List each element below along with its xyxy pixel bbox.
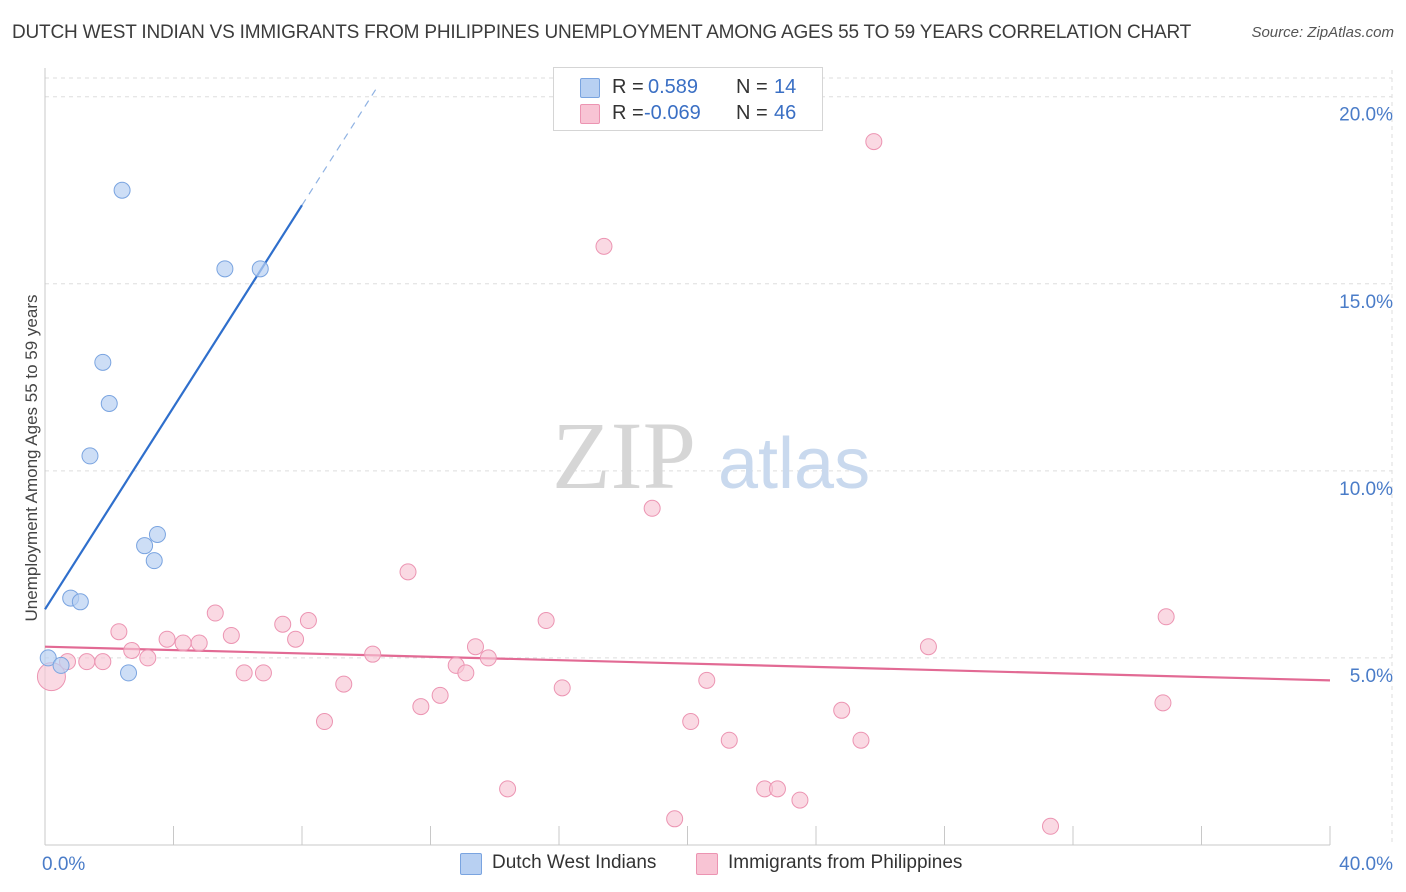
legend-n-label: N = (736, 76, 768, 98)
point-dutch-west-indians (52, 656, 70, 674)
point-philippines (720, 731, 738, 749)
legend-swatch-pink (580, 104, 600, 124)
point-philippines (431, 686, 449, 704)
point-philippines (643, 499, 661, 517)
watermark: ZIP atlas (552, 402, 870, 509)
chart-title: DUTCH WEST INDIAN VS IMMIGRANTS FROM PHI… (12, 22, 1192, 43)
point-dutch-west-indians (136, 537, 154, 555)
point-philippines (110, 623, 128, 641)
point-dutch-west-indians (145, 552, 163, 570)
x-tick-label: 40.0% (1339, 854, 1393, 875)
trend-line-philippines (44, 645, 1331, 682)
point-philippines (206, 604, 224, 622)
point-philippines (666, 810, 684, 828)
y-tick-label: 5.0% (1350, 666, 1393, 687)
point-philippines (682, 713, 700, 731)
x-tick-labels: 0.0% 40.0% (42, 854, 1393, 875)
point-philippines (123, 641, 141, 659)
point-philippines (1157, 608, 1175, 626)
point-philippines (158, 630, 176, 648)
series-legend-label: Dutch West Indians (492, 852, 657, 873)
legend-n-value: 14 (774, 76, 797, 98)
y-tick-label: 20.0% (1339, 105, 1393, 126)
point-dutch-west-indians (113, 181, 131, 199)
point-philippines (537, 612, 555, 630)
series-legend-label: Immigrants from Philippines (728, 852, 963, 873)
data-points (36, 133, 1175, 835)
point-philippines (399, 563, 417, 581)
series-swatch-blue (460, 853, 482, 875)
y-tick-labels: 5.0% 10.0% 15.0% 20.0% (1339, 105, 1393, 687)
point-dutch-west-indians (148, 525, 166, 543)
legend-n-label: N = (736, 102, 768, 124)
legend-r-value: -0.069 (644, 102, 701, 124)
legend-r-label: R = (612, 76, 644, 98)
point-philippines (768, 780, 786, 798)
point-philippines (457, 664, 475, 682)
point-philippines (287, 630, 305, 648)
point-dutch-west-indians (81, 447, 99, 465)
legend-r-label: R = (612, 102, 644, 124)
point-philippines (222, 626, 240, 644)
point-philippines (94, 653, 112, 671)
point-philippines (274, 615, 292, 633)
point-philippines (919, 638, 937, 656)
legend-swatch-blue (580, 78, 600, 98)
legend-r-value: 0.589 (648, 76, 699, 98)
point-philippines (364, 645, 382, 663)
axes (44, 68, 1331, 846)
point-philippines (1154, 694, 1172, 712)
point-philippines (315, 713, 333, 731)
y-axis-label: Unemployment Among Ages 55 to 59 years (22, 295, 41, 622)
watermark-atlas: atlas (718, 424, 870, 504)
point-philippines (698, 671, 716, 689)
series-swatch-pink (696, 853, 718, 875)
point-philippines (254, 664, 272, 682)
point-philippines (235, 664, 253, 682)
point-philippines (852, 731, 870, 749)
watermark-zip: ZIP (552, 402, 696, 509)
x-tick-label: 0.0% (42, 854, 85, 875)
point-dutch-west-indians (94, 353, 112, 371)
point-dutch-west-indians (39, 649, 57, 667)
point-dutch-west-indians (120, 664, 138, 682)
point-dutch-west-indians (251, 260, 269, 278)
correlation-legend: R = 0.589 N = 14 R = -0.069 N = 46 (553, 67, 823, 131)
trend-line-dutch-west-indians-extension (301, 88, 377, 206)
point-dutch-west-indians (216, 260, 234, 278)
chart-source: Source: ZipAtlas.com (1251, 24, 1394, 41)
point-philippines (499, 780, 517, 798)
point-philippines (833, 701, 851, 719)
y-tick-label: 15.0% (1339, 292, 1393, 313)
point-philippines (595, 237, 613, 255)
point-dutch-west-indians (71, 593, 89, 611)
point-philippines (78, 653, 96, 671)
point-dutch-west-indians (100, 395, 118, 413)
point-philippines (791, 791, 809, 809)
point-philippines (479, 649, 497, 667)
point-philippines (865, 133, 883, 151)
point-philippines (1042, 817, 1060, 835)
trend-lines (44, 88, 1331, 682)
point-philippines (335, 675, 353, 693)
y-tick-label: 10.0% (1339, 479, 1393, 500)
grid-lines (45, 70, 1393, 845)
point-philippines (466, 638, 484, 656)
point-philippines (139, 649, 157, 667)
legend-n-value: 46 (774, 102, 797, 124)
point-philippines (553, 679, 571, 697)
point-philippines (190, 634, 208, 652)
point-philippines (412, 698, 430, 716)
point-philippines (299, 612, 317, 630)
point-philippines (174, 634, 192, 652)
